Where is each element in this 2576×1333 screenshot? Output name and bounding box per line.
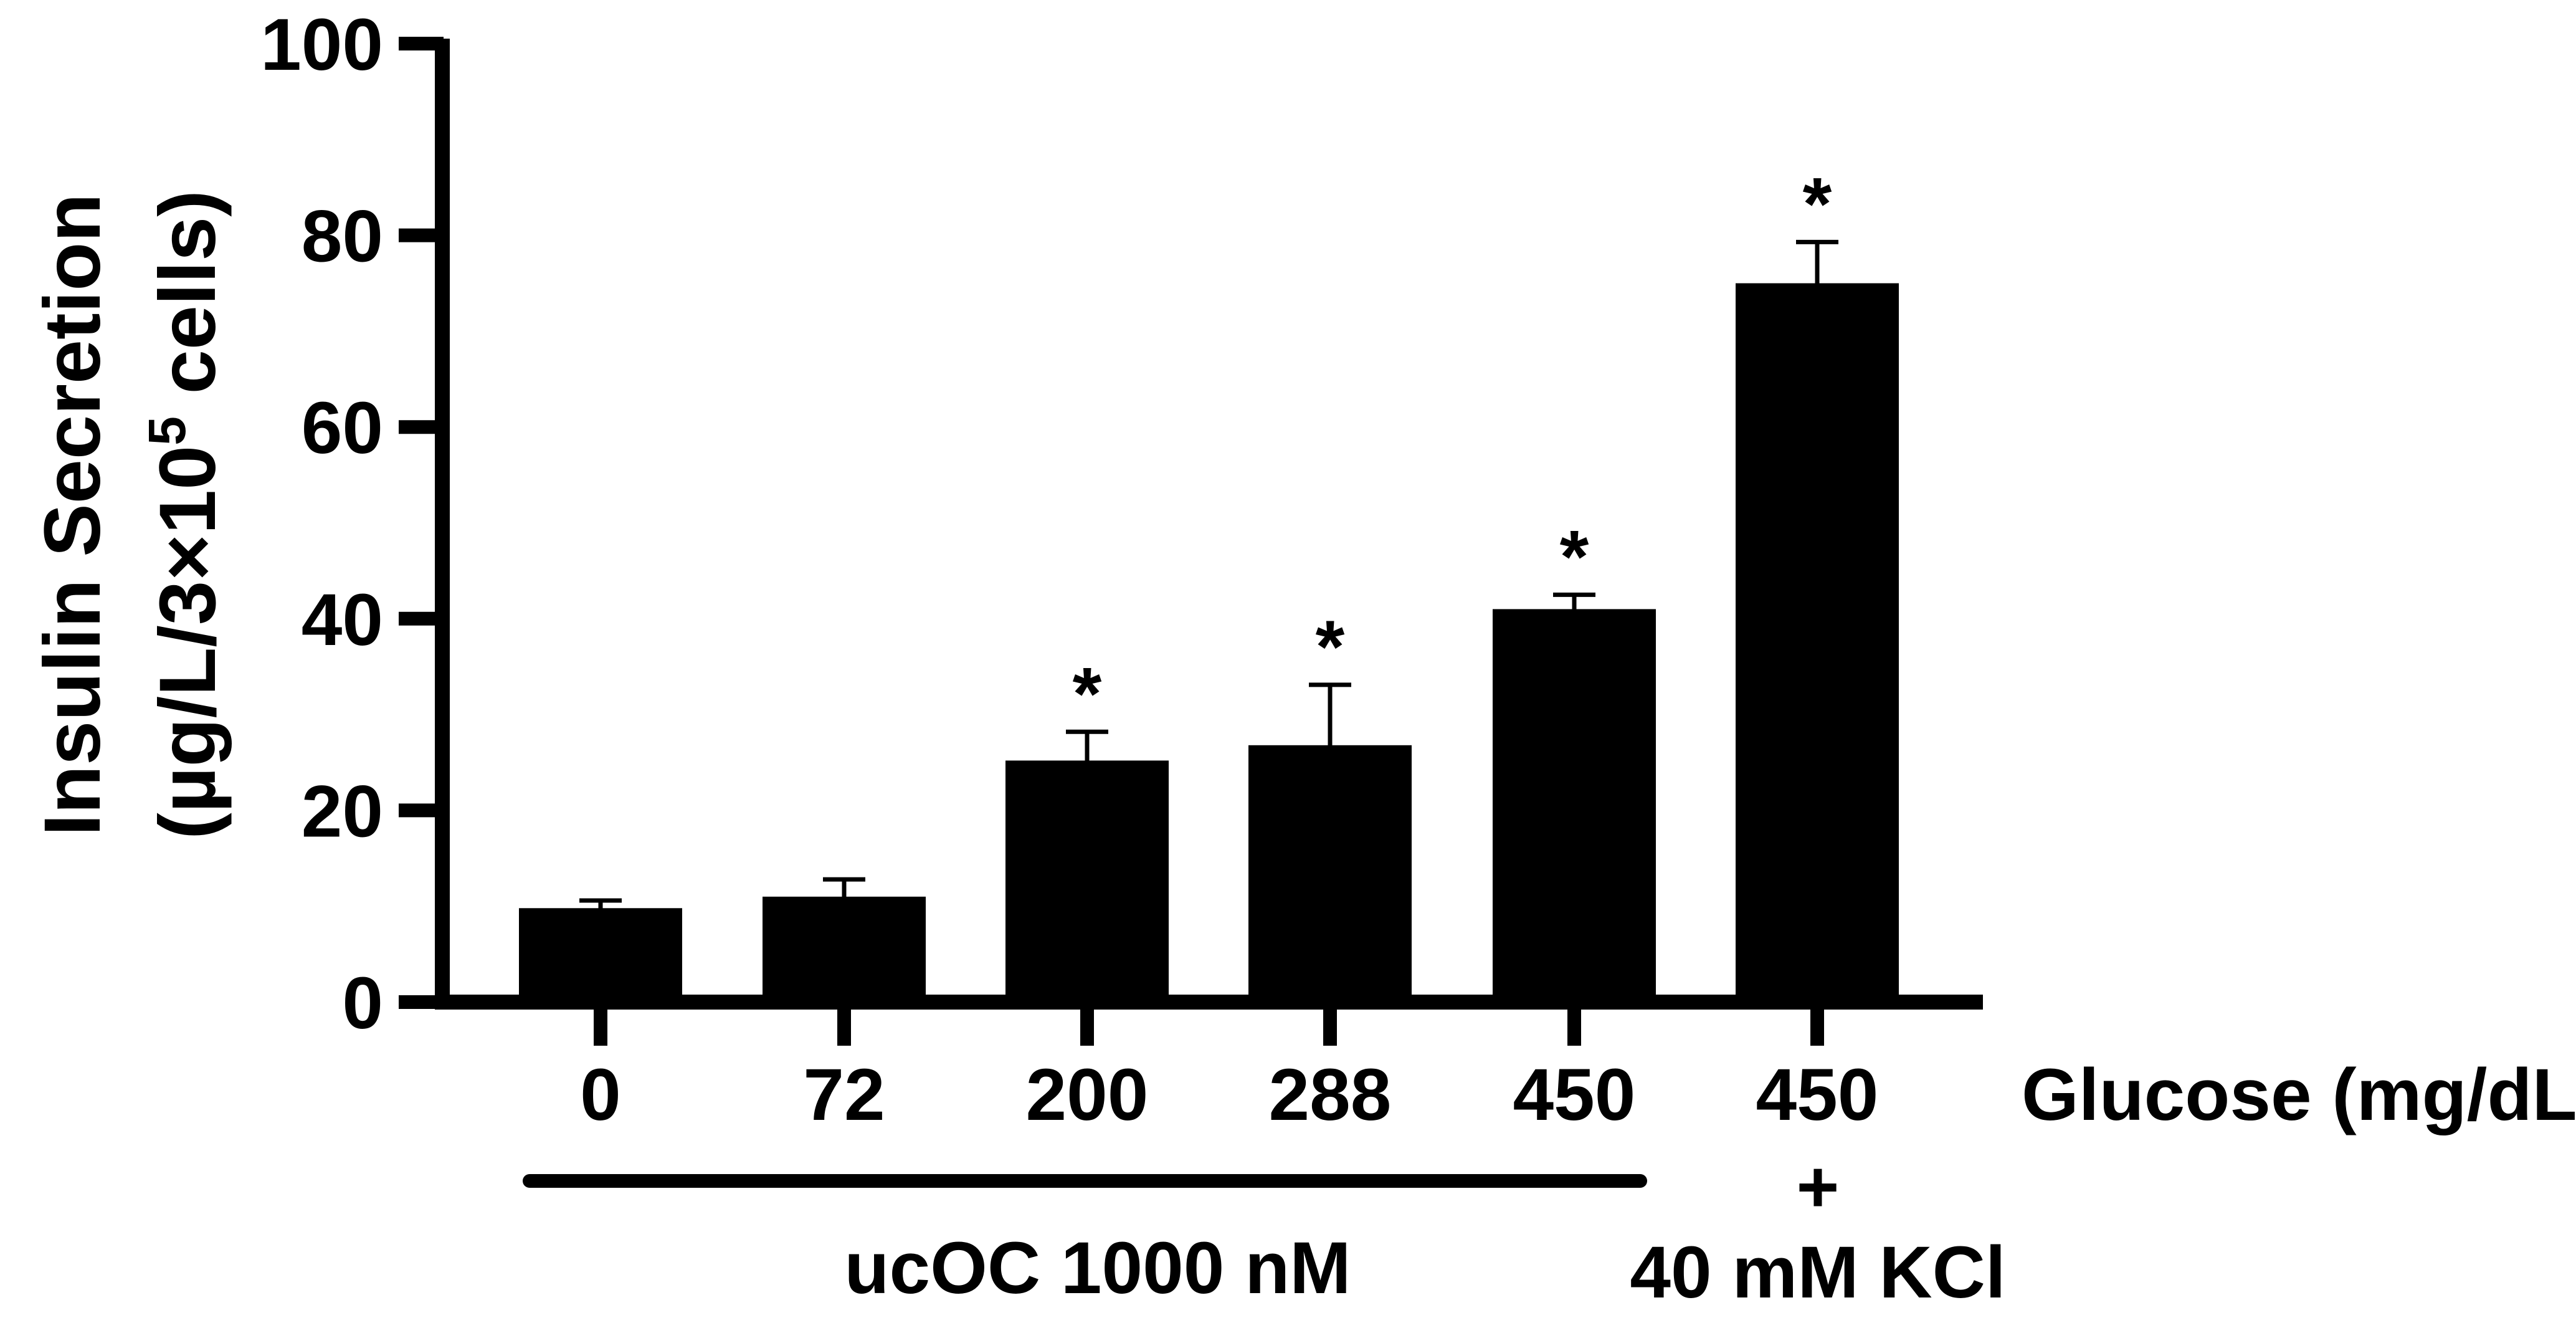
kcl-label: 40 mM KCl: [1630, 1231, 2005, 1314]
kcl-plus-sign: +: [1797, 1146, 1840, 1228]
significance-marker-3: *: [1316, 605, 1345, 689]
x-tick-label-5: 450: [1756, 1054, 1879, 1136]
y-axis-title-exponent: 5: [138, 416, 196, 446]
bars: [519, 283, 1899, 1002]
x-tick-label-4: 450: [1513, 1054, 1636, 1136]
x-tick-label-2: 200: [1026, 1054, 1149, 1136]
y-tick-label-1: 20: [302, 770, 383, 853]
bar-0: [519, 908, 682, 1002]
y-axis-title-prefix: (µg/L/3×10: [143, 446, 232, 839]
y-axis-ticks: 0 20 40 60 80 100: [260, 4, 444, 1044]
bar-2: [1005, 760, 1169, 1002]
bar-3: [1248, 745, 1412, 1002]
x-axis-title: Glucose (mg/dL): [2022, 1054, 2576, 1136]
x-tick-label-0: 0: [580, 1054, 621, 1136]
error-bars: [579, 239, 1838, 910]
significance-markers: * * * *: [1073, 162, 1832, 735]
y-tick-label-5: 100: [260, 4, 383, 86]
significance-marker-5: *: [1803, 162, 1832, 246]
y-tick-label-2: 40: [302, 579, 383, 661]
y-axis-title-line-2: (µg/L/3×105 cells): [138, 190, 232, 839]
bar-5: [1736, 283, 1899, 1002]
y-axis-title-line-1: Insulin Secretion: [28, 193, 117, 836]
x-tick-label-1: 72: [803, 1054, 885, 1136]
y-tick-label-0: 0: [342, 962, 383, 1044]
ucoc-group-label: ucOC 1000 nM: [844, 1227, 1351, 1309]
y-axis-title-suffix: cells): [143, 190, 232, 416]
y-tick-label-4: 80: [302, 196, 383, 278]
significance-marker-4: *: [1560, 515, 1589, 598]
x-axis-ticks: 0 72 200 288 450 450: [580, 1002, 1878, 1136]
bar-1: [763, 896, 926, 1002]
bar-4: [1493, 609, 1656, 1002]
x-tick-label-3: 288: [1269, 1054, 1392, 1136]
y-tick-label-3: 60: [302, 387, 383, 469]
significance-marker-2: *: [1073, 652, 1102, 735]
